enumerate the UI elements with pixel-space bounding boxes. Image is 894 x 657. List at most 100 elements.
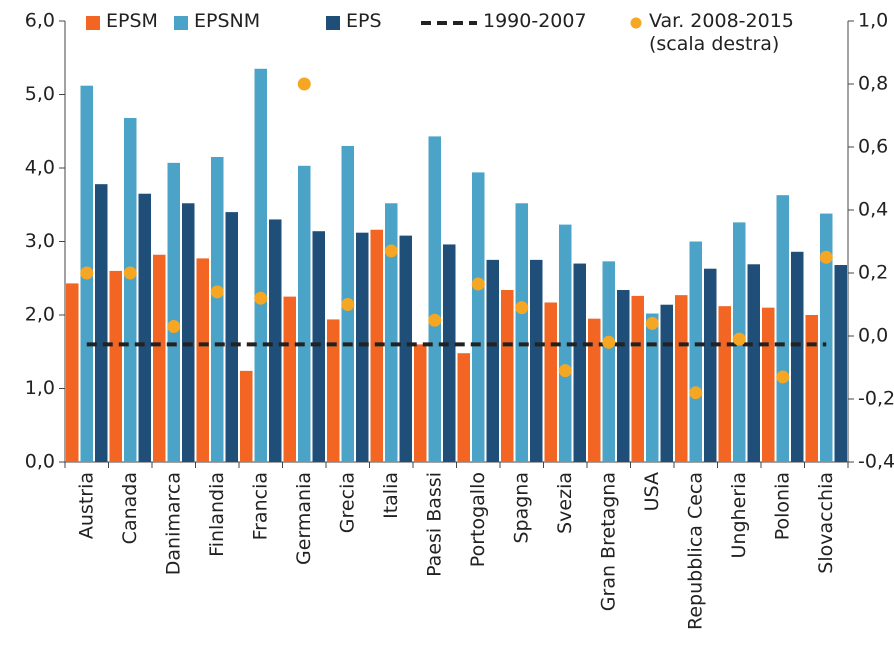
point — [384, 244, 398, 258]
point — [819, 250, 833, 264]
bar — [182, 203, 195, 462]
bar — [457, 353, 470, 462]
bar — [573, 263, 586, 462]
point — [471, 277, 485, 291]
point — [776, 370, 790, 384]
bar — [138, 193, 151, 462]
y2-tick-label: 0,0 — [858, 325, 888, 347]
bar — [486, 259, 499, 462]
point — [558, 364, 572, 378]
bar — [167, 162, 180, 463]
bar — [196, 258, 209, 462]
x-tick-label: Finlandia — [206, 472, 228, 557]
bar — [327, 319, 340, 462]
legend-item: Var. 2008-2015 (scala destra) — [629, 10, 819, 56]
x-tick-label: Spagna — [510, 472, 532, 544]
bar — [762, 307, 775, 462]
legend-item: EPSM — [86, 10, 158, 32]
bar — [559, 224, 572, 462]
x-tick-label: Paesi Bassi — [423, 472, 445, 577]
bar — [544, 302, 557, 462]
x-tick-label: Ungheria — [728, 472, 750, 558]
legend-swatch — [421, 21, 477, 25]
legend-label: EPS — [346, 10, 382, 32]
bar — [356, 232, 369, 462]
legend-swatch — [630, 17, 642, 29]
bar — [704, 268, 717, 462]
bar — [602, 261, 615, 462]
bar — [675, 295, 688, 462]
point — [602, 335, 616, 349]
legend-label: EPSM — [106, 10, 158, 32]
y2-tick-label: 1,0 — [858, 10, 888, 32]
point — [80, 266, 94, 280]
x-tick-label: Austria — [75, 472, 97, 539]
bar — [211, 156, 224, 462]
bar — [501, 290, 514, 462]
point — [428, 313, 442, 327]
y2-tick-label: -0,2 — [858, 388, 894, 410]
y-tick-label: 0,0 — [25, 451, 55, 473]
x-tick-label: Repubblica Ceca — [684, 472, 706, 630]
legend-item: 1990-2007 — [421, 10, 587, 32]
x-tick-label: Canada — [119, 472, 141, 544]
bar — [225, 212, 238, 462]
swatch — [326, 16, 340, 30]
bar — [298, 165, 311, 463]
bar — [631, 295, 644, 462]
x-tick-label: Italia — [380, 472, 402, 519]
bar — [820, 213, 833, 462]
bar — [124, 118, 137, 463]
bar — [399, 235, 412, 462]
y-tick-label: 2,0 — [25, 304, 55, 326]
x-tick-label: Portogallo — [467, 472, 489, 567]
x-tick-label: Grecia — [336, 472, 358, 533]
y-tick-label: 3,0 — [25, 230, 55, 252]
point — [297, 77, 311, 91]
bar — [689, 241, 702, 462]
bar — [109, 270, 122, 462]
bar — [312, 231, 325, 462]
legend-label: EPSNM — [194, 10, 261, 32]
y-tick-label: 6,0 — [25, 10, 55, 32]
bar — [95, 184, 108, 463]
swatch — [630, 17, 642, 29]
bar — [66, 283, 79, 462]
y2-tick-label: -0,4 — [858, 451, 894, 473]
legend-swatch — [326, 16, 340, 30]
point — [689, 386, 703, 400]
bar — [791, 251, 804, 462]
bar — [153, 254, 166, 462]
bar — [588, 318, 601, 462]
y-tick-label: 4,0 — [25, 157, 55, 179]
bar — [428, 136, 441, 462]
point — [167, 320, 181, 334]
y-tick-label: 5,0 — [25, 83, 55, 105]
x-tick-label: Svezia — [554, 472, 576, 534]
x-tick-label: Polonia — [771, 472, 793, 540]
bar — [776, 195, 789, 462]
y2-tick-label: 0,4 — [858, 199, 888, 221]
x-tick-label: Francia — [249, 472, 271, 540]
swatch — [174, 16, 188, 30]
point — [210, 285, 224, 299]
legend-swatch — [174, 16, 188, 30]
y-tick-label: 1,0 — [25, 377, 55, 399]
bar — [414, 344, 427, 462]
bar — [646, 313, 659, 462]
point — [645, 316, 659, 330]
legend-label: Var. 2008-2015 (scala destra) — [649, 10, 794, 55]
x-tick-label: Danimarca — [162, 472, 184, 575]
point — [515, 301, 529, 315]
legend-swatch — [86, 16, 100, 30]
bar — [617, 290, 630, 462]
y2-tick-label: 0,2 — [858, 262, 888, 284]
bar — [254, 68, 267, 463]
bar — [240, 370, 253, 462]
bar — [660, 304, 673, 462]
bar — [269, 219, 282, 462]
x-tick-label: USA — [641, 472, 663, 511]
y2-tick-label: 0,6 — [858, 136, 888, 158]
